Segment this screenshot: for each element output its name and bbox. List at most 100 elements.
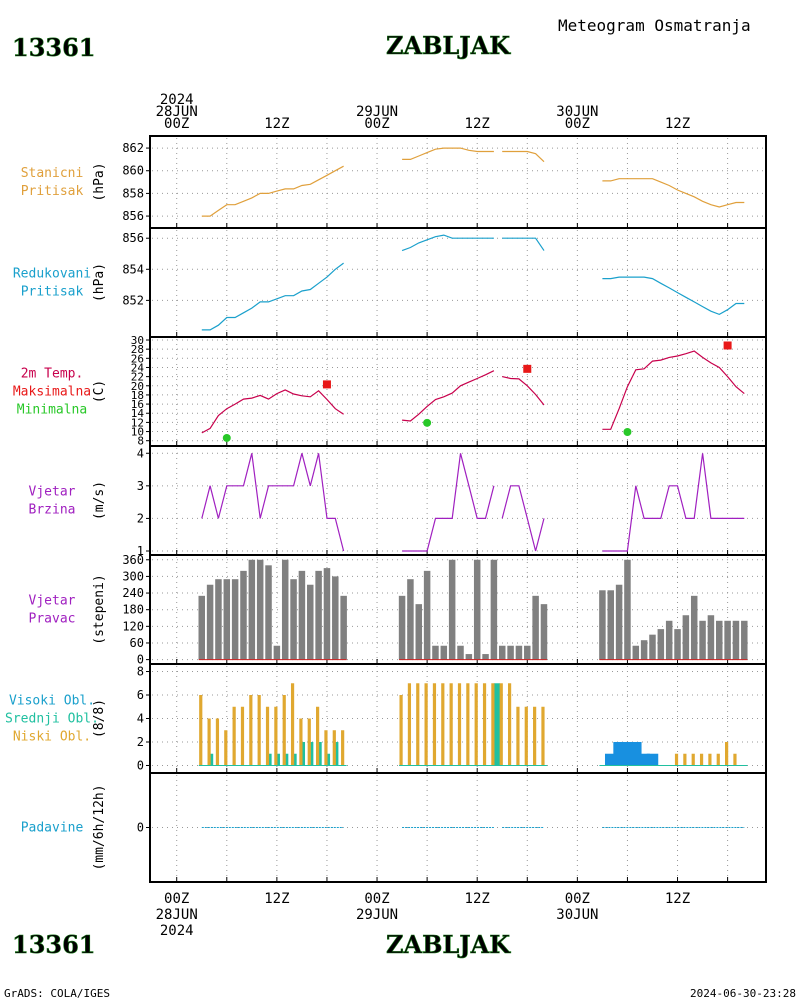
low-cloud-bar (307, 718, 311, 766)
mid-cloud-bar (318, 741, 322, 766)
wind-dir-bar (457, 645, 464, 660)
panel-label: Redukovani (13, 267, 91, 282)
wind-dir-bar (482, 654, 489, 660)
low-cloud-bar (683, 753, 687, 766)
mid-cloud-bar (310, 741, 314, 766)
y-tick-label: 20 (131, 380, 144, 393)
low-cloud-bar (274, 706, 278, 766)
station-id-top: 13361 (12, 33, 96, 62)
panel-label: Brzina (29, 503, 76, 518)
y-tick-label: 26 (131, 352, 144, 365)
y-tick-label: 8 (137, 435, 144, 448)
wind-dir-bar (240, 570, 247, 660)
y-tick-label: 180 (122, 603, 144, 617)
wind-dir-bar (415, 604, 423, 660)
wind-dir-bar (473, 559, 481, 660)
series-line (402, 370, 495, 422)
series-line (201, 389, 344, 434)
mid-cloud-bar (268, 753, 272, 766)
time-label-top: 00Z (364, 116, 389, 132)
wind-dir-bar (198, 595, 206, 660)
low-cloud-bar (499, 683, 503, 766)
y-axis-unit: (hPa) (92, 263, 107, 302)
low-cloud-bar (215, 718, 220, 766)
series-line (201, 165, 344, 217)
low-cloud-bar (249, 695, 253, 766)
header: 13361 ZABLJAK Meteogram Osmatranja 13361… (4, 16, 796, 1000)
wind-dir-bar (624, 559, 631, 660)
wind-dir-bar (615, 584, 623, 660)
wind-dir-bar (507, 645, 514, 660)
time-label-top: 12Z (465, 116, 490, 132)
low-cloud-bar (432, 683, 437, 766)
panel-clouds: 0 2 4 6 8 (8/8)Visoki Obl. Srednji Obl. Niski O… (5, 663, 767, 774)
time-label-bottom: 00Z (565, 891, 590, 907)
wind-dir-bar (440, 645, 448, 660)
y-tick-label: 4 (137, 446, 144, 460)
y-tick-label: 0 (137, 758, 144, 772)
time-label-bottom: 00Z (164, 891, 189, 907)
low-cloud-bar (449, 683, 453, 766)
y-tick-label: 862 (122, 141, 144, 155)
time-label-top: 29JUN (356, 104, 398, 120)
y-tick-label: 852 (122, 293, 144, 307)
time-label-bottom: 29JUN (356, 907, 398, 923)
wind-dir-bar (298, 570, 306, 660)
series-line (602, 276, 745, 316)
wind-dir-bar (524, 645, 531, 660)
y-tick-label: 24 (131, 361, 145, 374)
y-tick-label: 2 (137, 511, 144, 525)
mid-cloud-bar (493, 683, 500, 766)
panel-frame (149, 336, 767, 447)
low-cloud-bar (416, 683, 420, 766)
mid-cloud-bar (326, 753, 331, 766)
wind-dir-bar (423, 570, 431, 660)
y-tick-label: 22 (131, 371, 144, 384)
panel-wind_speed: 1 2 3 4 (m/s) Vjetar Brzina (29, 445, 767, 558)
panel-label: Maksimalna (13, 385, 91, 400)
low-cloud-bar (691, 753, 695, 766)
tmin-marker (423, 418, 432, 427)
footer-software: GrADS: COLA/IGES (4, 987, 110, 1000)
time-label-bottom: 28JUN (156, 907, 198, 923)
low-cloud-bar (324, 730, 328, 766)
series-line (201, 453, 345, 552)
wind-dir-bar (724, 620, 731, 660)
low-cloud-bar (507, 683, 512, 766)
low-cloud-bar (466, 683, 470, 766)
y-axis-unit: (8/8) (92, 699, 107, 738)
y-tick-label: 8 (137, 665, 144, 679)
panel-precipitation: 0 (mm/6h/12h) Padavine (21, 772, 767, 883)
mid-cloud-bar (335, 741, 339, 766)
wind-dir-bar (699, 620, 706, 660)
y-tick-label: 10 (131, 426, 144, 439)
panel-label: Pritisak (21, 184, 84, 199)
low-cloud-bar (474, 683, 478, 766)
time-label-bottom: 2024 (160, 923, 194, 939)
time-label-top: 00Z (164, 116, 189, 132)
series-line (502, 150, 545, 163)
wind-dir-bar (248, 559, 256, 660)
low-cloud-bar (399, 695, 403, 766)
wind-dir-bar (256, 559, 264, 660)
wind-dir-bar (407, 579, 414, 660)
time-label-top: 28JUN (156, 104, 198, 120)
y-axis-unit: (C) (92, 380, 107, 403)
low-cloud-bar (533, 706, 537, 766)
wind-dir-bar (674, 629, 681, 660)
time-label-bottom: 12Z (665, 891, 690, 907)
high-cloud-bar (638, 753, 650, 766)
panel-frame (149, 227, 767, 338)
low-cloud-bar (232, 706, 236, 766)
panel-wind_direction: 0 60 120 180 240 300 360 (stepeni) Vjetar Pravac (29, 553, 767, 667)
meteogram-subtitle: Meteogram Osmatranja (558, 16, 751, 35)
y-tick-label: 30 (131, 334, 144, 347)
y-tick-label: 60 (130, 636, 144, 650)
y-axis-unit: (hPa) (92, 162, 107, 201)
wind-dir-bar (690, 595, 698, 660)
wind-dir-bar (465, 654, 473, 660)
y-tick-label: 0 (137, 821, 144, 835)
time-label-top: 12Z (665, 116, 690, 132)
y-tick-label: 120 (122, 619, 144, 633)
wind-dir-bar (640, 640, 648, 660)
